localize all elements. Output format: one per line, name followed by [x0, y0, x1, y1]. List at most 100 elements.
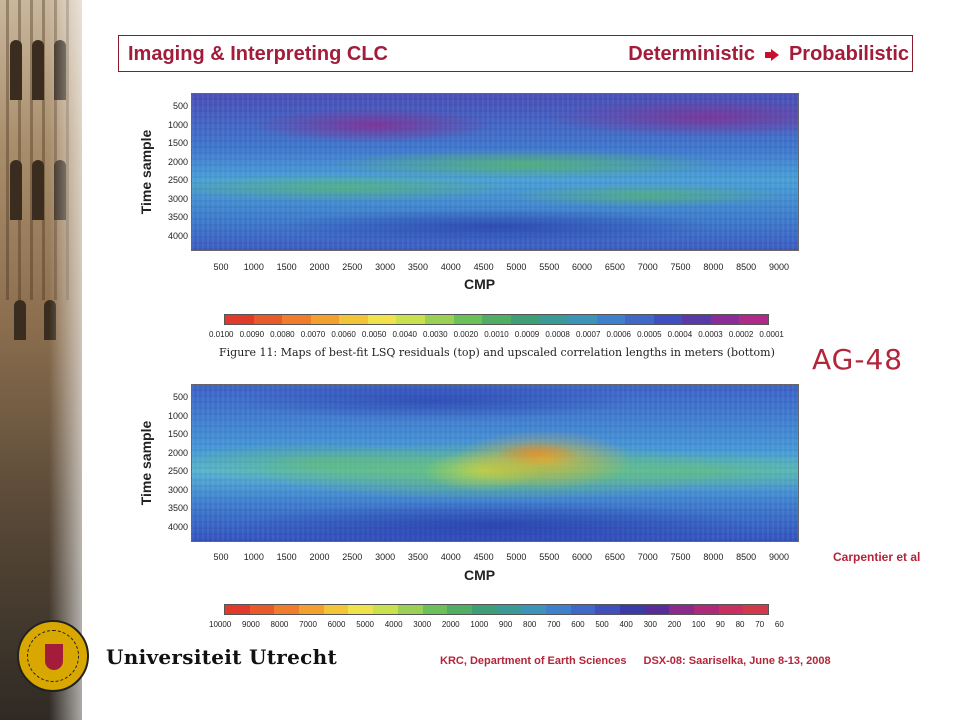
- residuals-colorbar-tick: 0.0008: [545, 330, 570, 339]
- correlation-color-step: [570, 605, 596, 614]
- top-map-xtick: 5500: [539, 262, 560, 272]
- correlation-colorbar-tick: 3000: [413, 620, 432, 629]
- correlation-colorbar-tick: 80: [735, 620, 745, 629]
- residuals-colorbar-ticks: 0.0100 0.0090 0.0080 0.0070 0.0060 0.0050 0.00…: [209, 330, 784, 339]
- correlation-color-step: [521, 605, 546, 614]
- residuals-color-step: [567, 315, 597, 324]
- correlation-colorbar: [224, 604, 769, 615]
- bottom-map-yticks: 500 1000 1500 2000 2500 3000 3500 4000: [162, 384, 188, 542]
- footer: KRC, Department of Earth Sciences DSX-08…: [440, 655, 831, 667]
- correlation-color-step: [620, 605, 645, 614]
- correlation-color-step: [471, 605, 497, 614]
- correlation-colorbar-tick: 6000: [327, 620, 346, 629]
- residuals-colorbar-tick: 0.0009: [514, 330, 540, 339]
- top-map-xtick: 4500: [473, 262, 494, 272]
- top-map-xtick: 1500: [276, 262, 297, 272]
- residuals-colorbar-tick: 0.0090: [239, 330, 265, 339]
- bottom-map-ytick: 3500: [167, 503, 188, 514]
- top-map-ytick: 4000: [167, 231, 188, 241]
- correlation-color-step: [323, 605, 349, 614]
- bottom-map-xtick: 6500: [604, 552, 625, 562]
- correlation-colorbar-tick: 10000: [209, 620, 232, 629]
- residuals-color-step: [396, 315, 426, 324]
- top-map-xtick: 7000: [637, 262, 658, 272]
- correlation-color-step: [348, 605, 374, 614]
- deterministic-label: Deterministic: [628, 43, 755, 65]
- top-map-xtick: 3500: [407, 262, 428, 272]
- correlation-color-step: [373, 605, 398, 614]
- correlation-color-step: [718, 605, 744, 614]
- top-map-ytick: 1000: [167, 119, 188, 130]
- bottom-map-ytick: 1000: [167, 410, 188, 421]
- residuals-colorbar-tick: 0.0030: [423, 330, 448, 339]
- bottom-map-xtick: 3000: [375, 552, 396, 562]
- correlation-colorbar-tick: 5000: [356, 620, 374, 629]
- figure-11: Time sample 500 1000 1500 2000 2500 3000 3500 4…: [134, 80, 828, 640]
- correlation-colorbar-tick: 9000: [242, 620, 260, 629]
- residuals-color-step: [739, 315, 768, 324]
- bottom-map-xtick: 2500: [342, 552, 363, 562]
- residuals-color-step: [282, 315, 311, 324]
- residuals-colorbar-tick: 0.0070: [300, 330, 326, 339]
- bottom-map-xtick: 7500: [670, 552, 691, 562]
- residuals-color-step: [682, 315, 711, 324]
- correlation-color-step: [669, 605, 695, 614]
- residuals-colorbar-tick: 0.0005: [637, 330, 662, 339]
- residuals-colorbar-tick: 0.0100: [209, 330, 234, 339]
- correlation-colorbar-tick: 2000: [441, 620, 460, 629]
- top-map-xtick: 5000: [506, 262, 527, 272]
- residuals-colorbar-tick: 0.0050: [361, 330, 387, 339]
- residuals-colorbar-tick: 0.0003: [698, 330, 723, 339]
- top-map-xticks: 500 1000 1500 2000 2500 3000 3500 4000 4500 5000 5…: [191, 262, 799, 274]
- slide-header: Imaging & Interpreting CLC Deterministic…: [118, 35, 913, 72]
- residuals-colorbar-tick: 0.0010: [484, 330, 509, 339]
- right-arrow-icon: [764, 48, 779, 61]
- correlation-colorbar-tick: 70: [755, 620, 765, 629]
- footer-event: DSX-08: Saariselka, June 8-13, 2008: [643, 655, 831, 667]
- top-map-xtick: 8000: [703, 262, 724, 272]
- bottom-map-xtick: 4500: [473, 552, 494, 562]
- residuals-colorbar-tick: 0.0006: [606, 330, 631, 339]
- residuals-colorbar-tick: 0.0040: [392, 330, 417, 339]
- bottom-map-xtick: 2000: [309, 552, 330, 562]
- bottom-map-xticks: 500 1000 1500 2000 2500 3000 3500 4000 4500 5000 5…: [191, 552, 799, 564]
- top-map-xtick: 9000: [768, 262, 790, 272]
- correlation-color-step: [694, 605, 719, 614]
- residuals-color-step: [510, 315, 540, 324]
- residuals-colorbar: [224, 314, 769, 325]
- top-map-yticks: 500 1000 1500 2000 2500 3000 3500 4000: [162, 93, 188, 251]
- correlation-color-step: [249, 605, 275, 614]
- top-map-xtick: 2000: [309, 262, 330, 272]
- residuals-colorbar-tick: 0.0002: [728, 330, 754, 339]
- correlation-color-step: [496, 605, 522, 614]
- bottom-map-xtick: 5000: [506, 552, 527, 562]
- bottom-map-xtick: 500: [213, 552, 229, 562]
- bottom-map-xtick: 1000: [243, 552, 264, 562]
- correlation-colorbar-tick: 7000: [299, 620, 317, 629]
- correlation-color-step: [743, 605, 769, 614]
- correlation-color-step: [447, 605, 472, 614]
- slide-title: Imaging & Interpreting CLC: [128, 43, 388, 65]
- residuals-color-step: [367, 315, 397, 324]
- bottom-map-xtick: 1500: [276, 552, 297, 562]
- residuals-color-step: [539, 315, 568, 324]
- correlation-colorbar-tick: 400: [619, 620, 633, 629]
- correlation-color-step: [397, 605, 423, 614]
- top-map-xtick: 2500: [342, 262, 363, 272]
- bottom-map-ytick: 4000: [167, 522, 188, 532]
- deterministic-probabilistic: Deterministic Probabilistic: [628, 43, 909, 66]
- top-map-xtick: 6000: [572, 262, 593, 272]
- correlation-colorbar-tick: 1000: [470, 620, 489, 629]
- top-map-xtick: 3000: [375, 262, 396, 272]
- residuals-map: [191, 93, 799, 251]
- correlation-colorbar-tick: 8000: [270, 620, 289, 629]
- residuals-colorbar-tick: 0.0007: [575, 330, 601, 339]
- bottom-map-ytick: 2500: [167, 466, 188, 477]
- residuals-colorbar-tick: 0.0020: [453, 330, 479, 339]
- residuals-color-step: [710, 315, 740, 324]
- bottom-map-ytick: 500: [172, 392, 188, 402]
- correlation-colorbar-tick: 200: [667, 620, 682, 629]
- correlation-colorbar-tick: 60: [774, 620, 784, 629]
- university-name: Universiteit Utrecht: [106, 645, 337, 669]
- correlation-color-step: [274, 605, 300, 614]
